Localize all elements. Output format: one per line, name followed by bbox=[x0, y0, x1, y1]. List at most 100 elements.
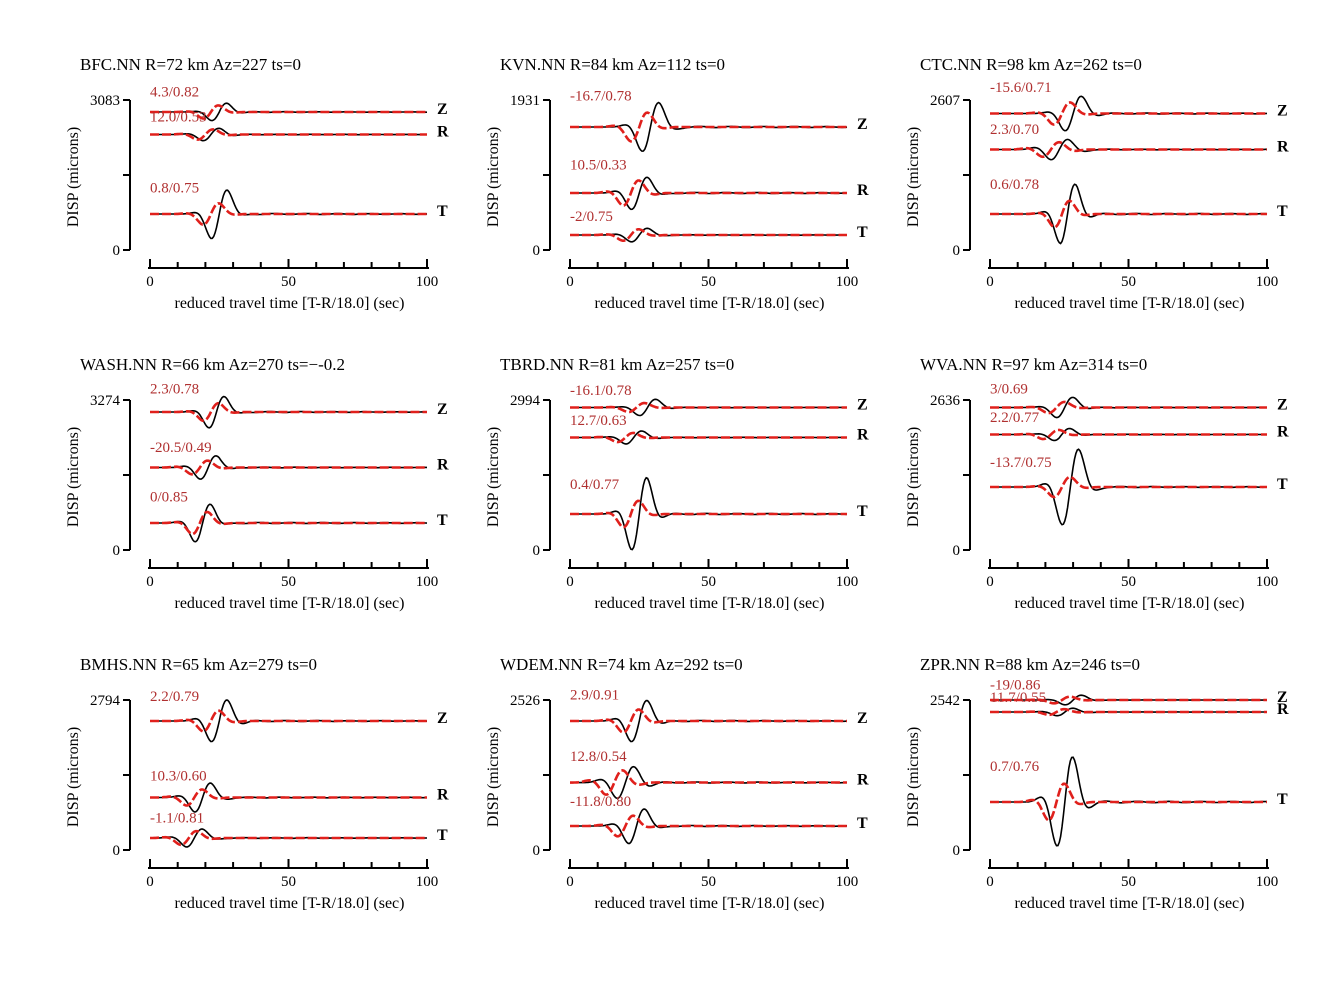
component-label-R: R bbox=[1277, 424, 1289, 441]
x-axis-label: reduced travel time [T-R/18.0] (sec) bbox=[1015, 595, 1245, 612]
trace-annotation: 12.7/0.63 bbox=[570, 413, 627, 429]
component-label-T: T bbox=[1277, 203, 1288, 220]
synthetic-trace-Z bbox=[150, 709, 427, 733]
synthetic-trace-T bbox=[990, 782, 1267, 822]
component-label-T: T bbox=[437, 203, 448, 220]
x-tick-label: 0 bbox=[146, 574, 154, 590]
y-tick-label-max: 2636 bbox=[930, 393, 961, 409]
y-axis-label: DISP (microns) bbox=[905, 427, 922, 527]
x-tick-label: 100 bbox=[416, 874, 439, 890]
trace-annotation: 2.2/0.79 bbox=[150, 689, 199, 705]
x-tick-label: 50 bbox=[281, 274, 296, 290]
x-axis-label: reduced travel time [T-R/18.0] (sec) bbox=[1015, 295, 1245, 312]
synthetic-trace-Z bbox=[990, 400, 1267, 415]
component-label-T: T bbox=[437, 512, 448, 529]
synthetic-trace-T bbox=[570, 499, 847, 529]
synthetic-trace-R bbox=[990, 707, 1267, 717]
x-tick-label: 50 bbox=[1121, 274, 1136, 290]
panel-1: BFC.NN R=72 km Az=227 ts=0 3083 0 DISP (mic… bbox=[65, 55, 449, 312]
x-tick-label: 50 bbox=[1121, 874, 1136, 890]
x-axis-label: reduced travel time [T-R/18.0] (sec) bbox=[175, 595, 405, 612]
x-tick-label: 100 bbox=[1256, 574, 1279, 590]
y-tick-label-min: 0 bbox=[953, 243, 961, 259]
synthetic-trace-Z bbox=[570, 401, 847, 414]
trace-annotation: 0.8/0.75 bbox=[150, 180, 199, 196]
trace-annotation: 0.7/0.76 bbox=[990, 759, 1040, 775]
synthetic-trace-Z bbox=[570, 111, 847, 143]
x-tick-label: 50 bbox=[281, 874, 296, 890]
x-tick-label: 100 bbox=[1256, 274, 1279, 290]
x-axis-label: reduced travel time [T-R/18.0] (sec) bbox=[1015, 895, 1245, 912]
y-axis-label: DISP (microns) bbox=[65, 127, 82, 227]
x-tick-label: 100 bbox=[836, 574, 859, 590]
component-label-Z: Z bbox=[857, 397, 868, 414]
x-tick-label: 0 bbox=[986, 874, 994, 890]
panel-9: ZPR.NN R=88 km Az=246 ts=0 2542 0 DISP (mic… bbox=[905, 655, 1289, 912]
synthetic-trace-T bbox=[150, 510, 427, 536]
synthetic-trace-R bbox=[990, 428, 1267, 441]
trace-annotation: -2/0.75 bbox=[570, 209, 613, 225]
y-tick-label-min: 0 bbox=[533, 843, 541, 859]
x-axis-label: reduced travel time [T-R/18.0] (sec) bbox=[595, 295, 825, 312]
synthetic-trace-R bbox=[990, 140, 1267, 159]
x-tick-label: 0 bbox=[986, 574, 994, 590]
x-tick-label: 100 bbox=[416, 574, 439, 590]
component-label-Z: Z bbox=[437, 710, 448, 727]
panel-title: WDEM.NN R=74 km Az=292 ts=0 bbox=[500, 655, 743, 674]
trace-annotation: -19/0.86 bbox=[990, 677, 1041, 693]
component-label-R: R bbox=[437, 787, 449, 804]
panel-6: WVA.NN R=97 km Az=314 ts=0 2636 0 DISP (mic… bbox=[905, 355, 1289, 612]
trace-annotation: 4.3/0.82 bbox=[150, 85, 199, 101]
component-label-R: R bbox=[1277, 701, 1289, 718]
trace-annotation: -16.1/0.78 bbox=[570, 383, 632, 399]
y-axis-label: DISP (microns) bbox=[485, 727, 502, 827]
x-axis-label: reduced travel time [T-R/18.0] (sec) bbox=[595, 595, 825, 612]
synthetic-trace-Z bbox=[990, 101, 1267, 126]
x-axis-label: reduced travel time [T-R/18.0] (sec) bbox=[175, 295, 405, 312]
panel-title: TBRD.NN R=81 km Az=257 ts=0 bbox=[500, 355, 734, 374]
y-axis-label: DISP (microns) bbox=[65, 727, 82, 827]
y-axis-label: DISP (microns) bbox=[485, 127, 502, 227]
x-tick-label: 0 bbox=[566, 574, 574, 590]
y-axis-label: DISP (microns) bbox=[905, 727, 922, 827]
synthetic-trace-R bbox=[570, 768, 847, 797]
panel-5: TBRD.NN R=81 km Az=257 ts=0 2994 0 DISP (mi… bbox=[485, 355, 869, 612]
panel-3: CTC.NN R=98 km Az=262 ts=0 2607 0 DISP (mic… bbox=[905, 55, 1289, 312]
y-tick-label-max: 3083 bbox=[90, 93, 120, 109]
synthetic-trace-T bbox=[990, 199, 1267, 229]
synthetic-trace-T bbox=[150, 829, 427, 847]
x-tick-label: 50 bbox=[1121, 574, 1136, 590]
synthetic-trace-R bbox=[570, 431, 847, 444]
x-axis-label: reduced travel time [T-R/18.0] (sec) bbox=[595, 895, 825, 912]
trace-annotation: 3/0.69 bbox=[990, 382, 1028, 398]
component-label-Z: Z bbox=[857, 116, 868, 133]
x-tick-label: 0 bbox=[146, 274, 154, 290]
y-tick-label-max: 2794 bbox=[90, 693, 121, 709]
y-tick-label-min: 0 bbox=[533, 543, 541, 559]
trace-annotation: -20.5/0.49 bbox=[150, 440, 212, 456]
x-tick-label: 100 bbox=[416, 274, 439, 290]
component-label-T: T bbox=[857, 503, 868, 520]
y-tick-label-max: 2526 bbox=[510, 693, 541, 709]
panel-title: BMHS.NN R=65 km Az=279 ts=0 bbox=[80, 655, 317, 674]
component-label-Z: Z bbox=[1277, 397, 1288, 414]
trace-annotation: 10.5/0.33 bbox=[570, 158, 627, 174]
component-label-T: T bbox=[1277, 791, 1288, 808]
component-label-R: R bbox=[437, 457, 449, 474]
component-label-R: R bbox=[1277, 139, 1289, 156]
trace-annotation: 12.0/0.53 bbox=[150, 109, 207, 125]
y-axis-label: DISP (microns) bbox=[65, 427, 82, 527]
synthetic-trace-T bbox=[570, 228, 847, 242]
y-tick-label-min: 0 bbox=[113, 243, 121, 259]
trace-annotation: 2.3/0.78 bbox=[150, 381, 199, 397]
x-tick-label: 50 bbox=[701, 874, 716, 890]
synthetic-trace-R bbox=[150, 128, 427, 141]
trace-annotation: 0/0.85 bbox=[150, 489, 188, 505]
panel-title: KVN.NN R=84 km Az=112 ts=0 bbox=[500, 55, 725, 74]
trace-annotation: -16.7/0.78 bbox=[570, 89, 632, 105]
trace-annotation: 0.6/0.78 bbox=[990, 177, 1039, 193]
synthetic-trace-T bbox=[150, 202, 427, 226]
x-tick-label: 50 bbox=[281, 574, 296, 590]
panel-title: ZPR.NN R=88 km Az=246 ts=0 bbox=[920, 655, 1140, 674]
